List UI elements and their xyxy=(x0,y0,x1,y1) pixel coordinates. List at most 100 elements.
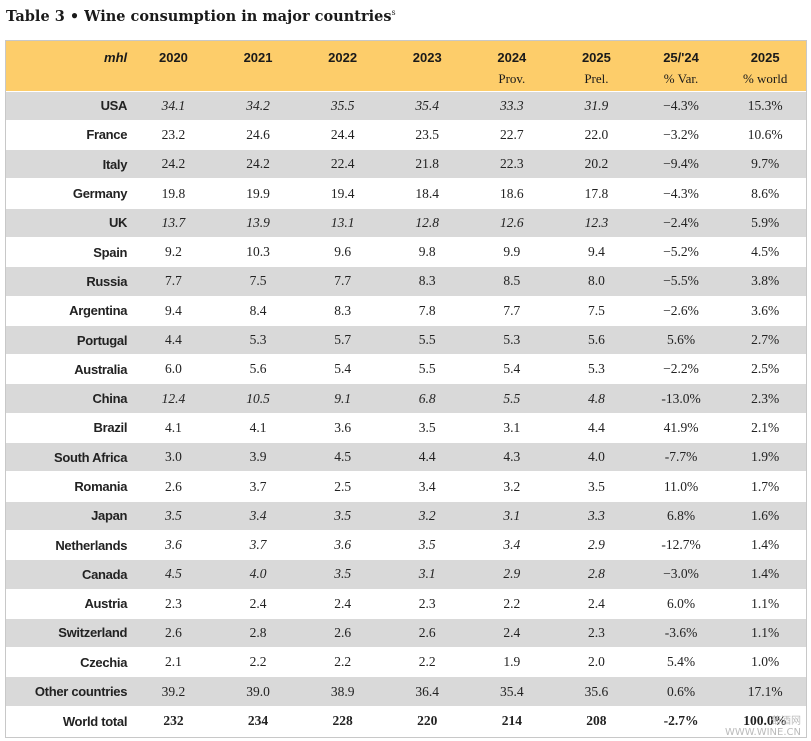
value-cell: 4.4 xyxy=(165,332,182,348)
world-share-cell: 5.9% xyxy=(751,214,780,230)
value-cell: 3.4 xyxy=(503,537,521,553)
header-row: mhl 2020 2021 2022 2023 2024 Prov. 2025 Pr… xyxy=(5,40,807,91)
world-share-cell: 8.6% xyxy=(751,185,780,201)
value-cell: 12.3 xyxy=(584,214,609,230)
value-cell: 8.3 xyxy=(418,273,436,289)
value-cell: 24.2 xyxy=(246,156,270,172)
value-cell: 35.6 xyxy=(584,683,609,699)
value-cell: 12.6 xyxy=(500,214,524,230)
value-cell: 10.5 xyxy=(246,390,270,406)
value-cell: 3.4 xyxy=(418,478,436,494)
value-cell: 12.8 xyxy=(415,214,440,230)
value-cell: 220 xyxy=(417,713,438,729)
country-cell: Argentina xyxy=(69,303,128,319)
value-cell: 9.8 xyxy=(418,244,436,260)
country-cell: Czechia xyxy=(80,654,128,670)
value-cell: 3.1 xyxy=(418,566,436,582)
wine-consumption-table: mhl 2020 2021 2022 2023 2024 Prov. 2025 Pr… xyxy=(5,40,807,736)
col-header-2024: 2024 Prov. xyxy=(497,50,527,86)
country-cell: Japan xyxy=(91,508,128,524)
world-share-cell: 2.1% xyxy=(751,419,780,435)
value-cell: 6.0 xyxy=(165,361,182,377)
value-cell: 8.5 xyxy=(503,273,521,289)
value-cell: 4.0 xyxy=(587,449,605,465)
table-row: Austria 2.3 2.4 2.4 2.3 2.2 2.4 6.0% 1.1% xyxy=(5,589,807,618)
world-share-cell: 3.6% xyxy=(751,302,780,318)
variation-cell: −2.4% xyxy=(663,214,699,230)
world-share-cell: 2.5% xyxy=(751,361,780,377)
value-cell: 5.3 xyxy=(587,361,605,377)
value-cell: 5.5 xyxy=(418,361,436,377)
value-cell: 35.4 xyxy=(415,97,440,113)
table-row: Czechia 2.1 2.2 2.2 2.2 1.9 2.0 5.4% 1.0% xyxy=(5,647,807,677)
value-cell: 18.4 xyxy=(415,185,440,201)
value-cell: 2.1 xyxy=(165,654,182,670)
value-cell: 33.3 xyxy=(500,97,524,113)
value-cell: 3.5 xyxy=(587,478,605,494)
value-cell: 5.6 xyxy=(587,332,605,348)
col-header-2022: 2022 xyxy=(328,50,358,65)
value-cell: 2.9 xyxy=(503,566,521,582)
value-cell: 5.6 xyxy=(249,361,267,377)
table-row: Spain 9.2 10.3 9.6 9.8 9.9 9.4 −5.2% 4.5% xyxy=(5,237,807,266)
value-cell: 38.9 xyxy=(330,683,355,699)
value-cell: 3.2 xyxy=(418,507,436,523)
value-cell: 24.4 xyxy=(330,126,355,142)
value-cell: 5.3 xyxy=(249,332,267,348)
table-row: France 23.2 24.6 24.4 23.5 22.7 22.0 −3.2% 10.6% xyxy=(5,120,807,149)
value-cell: 2.4 xyxy=(503,624,521,640)
value-cell: 1.9 xyxy=(503,654,521,670)
value-cell: 7.8 xyxy=(418,302,436,318)
value-cell: 9.6 xyxy=(334,244,352,260)
variation-cell: −3.2% xyxy=(663,126,699,142)
value-cell: 19.9 xyxy=(246,185,270,201)
world-share-cell: 1.4% xyxy=(751,537,780,553)
variation-cell: -2.7% xyxy=(663,713,699,729)
value-cell: 2.3 xyxy=(418,595,436,611)
value-cell: 8.0 xyxy=(587,273,605,289)
country-cell: Romania xyxy=(74,479,128,494)
value-cell: 5.5 xyxy=(503,390,521,406)
value-cell: 3.6 xyxy=(165,537,182,553)
value-cell: 4.3 xyxy=(503,449,521,465)
country-cell: Brazil xyxy=(93,420,128,436)
value-cell: 2.6 xyxy=(334,624,352,640)
value-cell: 4.0 xyxy=(249,566,267,582)
variation-cell: −3.0% xyxy=(663,566,699,582)
variation-cell: -3.6% xyxy=(664,624,698,640)
value-cell: 2.6 xyxy=(165,478,182,494)
value-cell: 31.9 xyxy=(584,97,609,113)
value-cell: 13.9 xyxy=(246,214,270,230)
world-share-cell: 1.4% xyxy=(751,566,780,582)
value-cell: 10.3 xyxy=(246,244,270,260)
value-cell: 5.4 xyxy=(503,361,521,377)
title-footnote: s xyxy=(391,8,396,18)
value-cell: 9.9 xyxy=(503,244,521,260)
table-row: China 12.4 10.5 9.1 6.8 5.5 4.8 -13.0% 2.3% xyxy=(5,383,807,414)
value-cell: 3.6 xyxy=(334,537,352,553)
value-cell: 17.8 xyxy=(584,185,609,201)
world-share-cell: 2.7% xyxy=(751,332,780,348)
world-share-cell: 3.8% xyxy=(751,273,780,289)
value-cell: 2.6 xyxy=(418,624,436,640)
value-cell: 34.1 xyxy=(161,97,186,113)
value-cell: 12.4 xyxy=(161,390,186,406)
variation-cell: 41.9% xyxy=(663,419,699,435)
col-header-variation: 25/'24% Var. xyxy=(663,50,699,86)
value-cell: 2.0 xyxy=(587,654,605,670)
value-cell: 2.9 xyxy=(587,537,605,553)
col-header-2025: 2025 Prel. xyxy=(581,50,611,86)
table-row: South Africa 3.0 3.9 4.5 4.4 4.3 4.0 -7.7% 1.9% xyxy=(5,442,807,472)
value-cell: 3.5 xyxy=(418,419,436,435)
value-cell: 7.7 xyxy=(334,273,352,289)
value-cell: 2.2 xyxy=(503,595,521,611)
country-cell: Austria xyxy=(84,596,128,612)
country-cell: Netherlands xyxy=(55,537,128,553)
value-cell: 35.5 xyxy=(330,97,355,113)
table-row: Argentina 9.4 8.4 8.3 7.8 7.7 7.5 −2.6% 3.6% xyxy=(5,296,807,325)
value-cell: 3.1 xyxy=(503,419,521,435)
variation-cell: −5.5% xyxy=(663,273,699,289)
world-share-cell: 1.0% xyxy=(751,654,780,670)
value-cell: 8.4 xyxy=(249,302,267,318)
variation-cell: −4.3% xyxy=(663,97,699,113)
